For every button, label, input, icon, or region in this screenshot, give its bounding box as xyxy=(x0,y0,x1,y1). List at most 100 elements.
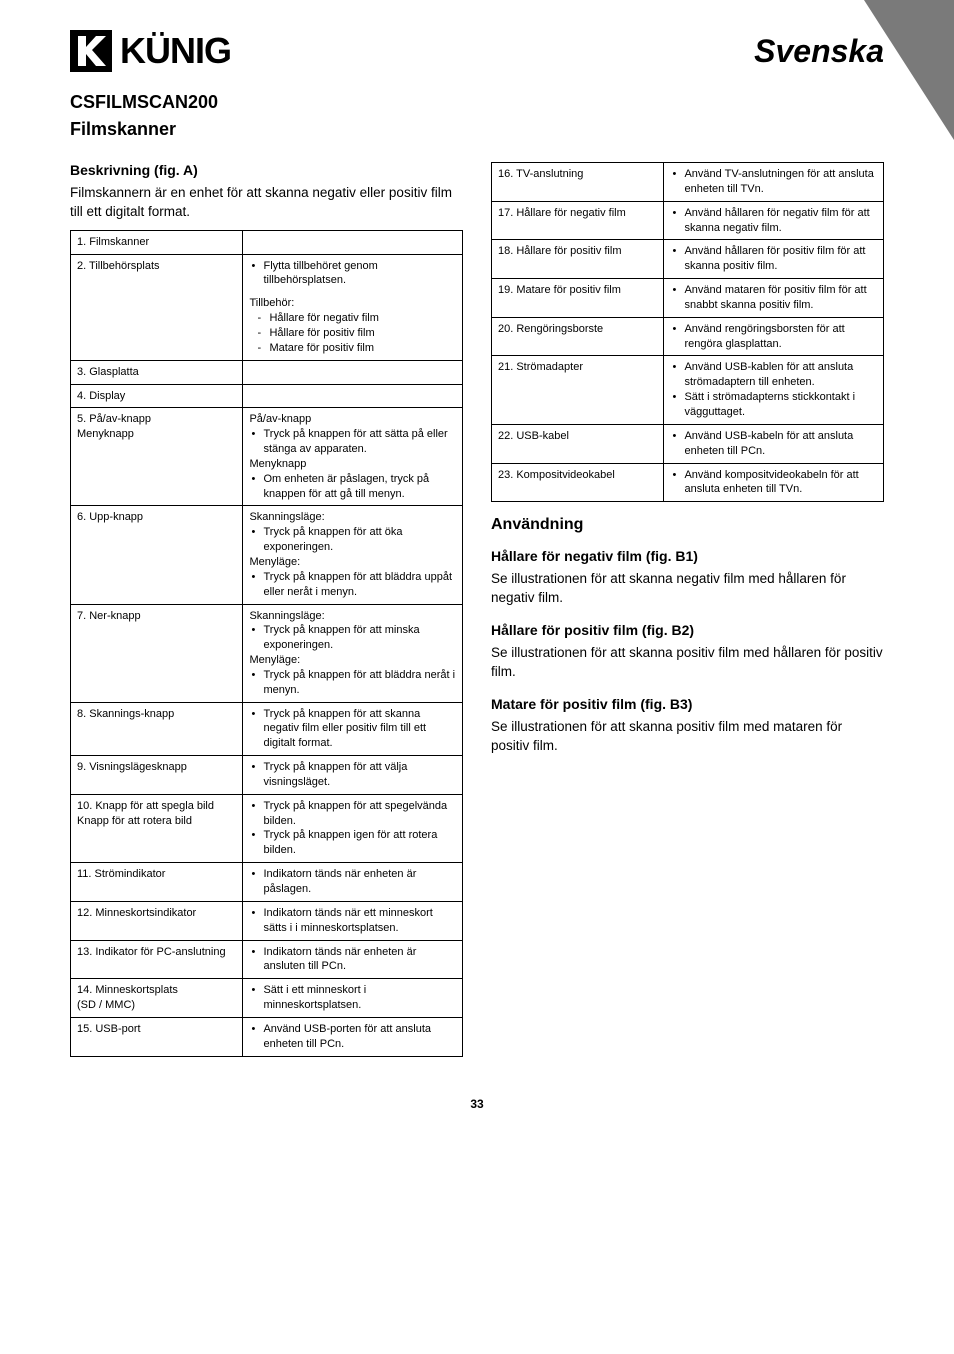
table-label-cell: 7. Ner-knapp xyxy=(71,604,243,702)
table-label-cell: 12. Minneskortsindikator xyxy=(71,901,243,940)
table-bullet: Tryck på knappen för att sätta på eller … xyxy=(249,427,456,457)
table-bullet: Använd USB-kablen för att ansluta ströma… xyxy=(670,360,877,390)
table-label-cell: 23. Kompositvideokabel xyxy=(492,463,664,502)
table-desc-cell: Tryck på knappen för att skanna negativ … xyxy=(243,702,463,756)
table-row: 13. Indikator för PC-anslutningIndikator… xyxy=(71,940,463,979)
table-bullet: Använd hållaren för positiv film för att… xyxy=(670,244,877,274)
table-bullet: Tryck på knappen igen för att rotera bil… xyxy=(249,828,456,858)
table-bullet: Tryck på knappen för att bläddra neråt i… xyxy=(249,668,456,698)
model-code: CSFILMSCAN200 xyxy=(70,92,884,113)
table-row: 2. TillbehörsplatsFlytta tillbehöret gen… xyxy=(71,254,463,360)
table-label-cell: 21. Strömadapter xyxy=(492,356,664,424)
table-row: 19. Matare för positiv filmAnvänd matare… xyxy=(492,279,884,318)
table-bullet: Använd USB-porten för att ansluta enhete… xyxy=(249,1022,456,1052)
table-label-cell: 22. USB-kabel xyxy=(492,424,664,463)
logo: KÜNIG xyxy=(70,30,231,72)
table-bullet: Använd kompositvideo­kabeln för att ansl… xyxy=(670,468,877,498)
table-label-cell: 16. TV-anslutning xyxy=(492,163,664,202)
table-dash: Matare för positiv film xyxy=(257,341,456,356)
table-bullet: Tryck på knappen för att spegelvända bil… xyxy=(249,799,456,829)
table-label-cell: 6. Upp-knapp xyxy=(71,506,243,604)
table-label-cell: 4. Display xyxy=(71,384,243,408)
table-row: 11. StrömindikatorIndikatorn tänds när e… xyxy=(71,863,463,902)
table-row: 22. USB-kabelAnvänd USB-kabeln för att a… xyxy=(492,424,884,463)
table-label-cell: 15. USB-port xyxy=(71,1017,243,1056)
table-row: 5. På/av-knapp MenyknappPå/av-knappTryck… xyxy=(71,408,463,506)
usage-subheading: Matare för positiv film (fig. B3) xyxy=(491,696,884,712)
table-bullet: Tryck på knappen för att öka exponeringe… xyxy=(249,525,456,555)
table-label-cell: 14. Minneskortsplats (SD / MMC) xyxy=(71,979,243,1018)
table-desc-cell xyxy=(243,384,463,408)
usage-subheading: Hållare för positiv film (fig. B2) xyxy=(491,622,884,638)
table-bullet: Tryck på knappen för att välja visningsl… xyxy=(249,760,456,790)
table-dash: Hållare för negativ film xyxy=(257,311,456,326)
table-row: 15. USB-portAnvänd USB-porten för att an… xyxy=(71,1017,463,1056)
table-label-cell: 18. Hållare för positiv film xyxy=(492,240,664,279)
table-subhead: Skanningsläge: xyxy=(249,510,456,525)
header: KÜNIG Svenska xyxy=(70,30,884,72)
usage-heading: Användning xyxy=(491,516,884,534)
table-desc-cell: Använd mataren för positiv film för att … xyxy=(664,279,884,318)
table-row: 20. RengöringsborsteAnvänd rengöringsbor… xyxy=(492,317,884,356)
usage-text: Se illustrationen för att skanna negativ… xyxy=(491,570,884,608)
table-subhead: Menyknapp xyxy=(249,457,456,472)
table-desc-cell: Använd hållaren för positiv film för att… xyxy=(664,240,884,279)
table-row: 10. Knapp för att spegla bild Knapp för … xyxy=(71,794,463,862)
table-label-cell: 2. Tillbehörsplats xyxy=(71,254,243,360)
table-bullet: Om enheten är påslagen, tryck på knappen… xyxy=(249,472,456,502)
table-label-cell: 5. På/av-knapp Menyknapp xyxy=(71,408,243,506)
table-desc-cell: På/av-knappTryck på knappen för att sätt… xyxy=(243,408,463,506)
table-label-cell: 20. Rengöringsborste xyxy=(492,317,664,356)
table-desc-cell: Skanningsläge:Tryck på knappen för att m… xyxy=(243,604,463,702)
table-bullet: Indikatorn tänds när ett minneskort sätt… xyxy=(249,906,456,936)
table-dash: Hållare för positiv film xyxy=(257,326,456,341)
table-desc-cell: Använd rengöringsborsten för att rengöra… xyxy=(664,317,884,356)
table-bullet: Använd USB-kabeln för att ansluta enhete… xyxy=(670,429,877,459)
table-bullet: Använd rengöringsborsten för att rengöra… xyxy=(670,322,877,352)
logo-text: KÜNIG xyxy=(120,30,231,72)
table-desc-cell: Indikatorn tänds när enheten är ansluten… xyxy=(243,940,463,979)
table-row: 9. VisningslägesknappTryck på knappen fö… xyxy=(71,756,463,795)
usage-text: Se illustrationen för att skanna positiv… xyxy=(491,718,884,756)
usage-text: Se illustrationen för att skanna positiv… xyxy=(491,644,884,682)
description-heading: Beskrivning (fig. A) xyxy=(70,162,463,178)
table-label-cell: 11. Strömindikator xyxy=(71,863,243,902)
table-desc-cell: Använd USB-porten för att ansluta enhete… xyxy=(243,1017,463,1056)
table-bullet: Flytta tillbehöret genom tillbehörsplats… xyxy=(249,259,456,289)
table-row: 21. StrömadapterAnvänd USB-kablen för at… xyxy=(492,356,884,424)
table-bullet: Använd TV-anslutningen för att ansluta e… xyxy=(670,167,877,197)
table-desc-cell: Flytta tillbehöret genom tillbehörsplats… xyxy=(243,254,463,360)
table-subhead: På/av-knapp xyxy=(249,412,456,427)
spec-table-left: 1. Filmskanner2. TillbehörsplatsFlytta t… xyxy=(70,230,463,1057)
table-desc-cell: Använd USB-kabeln för att ansluta enhete… xyxy=(664,424,884,463)
table-row: 17. Hållare för negativ filmAnvänd hålla… xyxy=(492,201,884,240)
table-desc-cell: Tryck på knappen för att spegelvända bil… xyxy=(243,794,463,862)
table-label-cell: 1. Filmskanner xyxy=(71,230,243,254)
table-bullet: Sätt i strömadapterns stickkontakt i väg… xyxy=(670,390,877,420)
table-bullet: Tryck på knappen för att skanna negativ … xyxy=(249,707,456,752)
table-bullet: Indikatorn tänds när enheten är ansluten… xyxy=(249,945,456,975)
table-desc-cell: Indikatorn tänds när enheten är påslagen… xyxy=(243,863,463,902)
table-row: 18. Hållare för positiv filmAnvänd hålla… xyxy=(492,240,884,279)
table-desc-cell: Använd USB-kablen för att ansluta ströma… xyxy=(664,356,884,424)
table-desc-cell xyxy=(243,360,463,384)
table-row: 23. KompositvideokabelAnvänd kompositvid… xyxy=(492,463,884,502)
logo-mark-icon xyxy=(70,30,112,72)
table-label-cell: 3. Glasplatta xyxy=(71,360,243,384)
table-row: 3. Glasplatta xyxy=(71,360,463,384)
page-number: 33 xyxy=(70,1097,884,1111)
table-desc-cell: Använd hållaren för negativ film för att… xyxy=(664,201,884,240)
corner-decoration xyxy=(864,0,954,140)
table-desc-cell: Tryck på knappen för att välja visningsl… xyxy=(243,756,463,795)
table-row: 8. Skannings-knappTryck på knappen för a… xyxy=(71,702,463,756)
table-subhead: Tillbehör: xyxy=(249,296,456,311)
table-bullet: Tryck på knappen för att bläddra uppåt e… xyxy=(249,570,456,600)
right-column: 16. TV-anslutningAnvänd TV-anslutningen … xyxy=(491,162,884,764)
table-label-cell: 8. Skannings-knapp xyxy=(71,702,243,756)
table-row: 16. TV-anslutningAnvänd TV-anslutningen … xyxy=(492,163,884,202)
table-desc-cell xyxy=(243,230,463,254)
table-row: 12. MinneskortsindikatorIndikatorn tänds… xyxy=(71,901,463,940)
description-intro: Filmskannern är en enhet för att skanna … xyxy=(70,184,463,222)
usage-subheading: Hållare för negativ film (fig. B1) xyxy=(491,548,884,564)
spec-table-right: 16. TV-anslutningAnvänd TV-anslutningen … xyxy=(491,162,884,502)
